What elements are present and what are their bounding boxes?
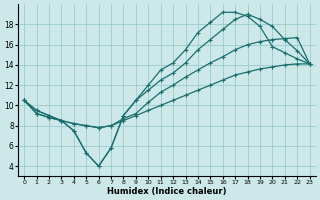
X-axis label: Humidex (Indice chaleur): Humidex (Indice chaleur) xyxy=(107,187,227,196)
